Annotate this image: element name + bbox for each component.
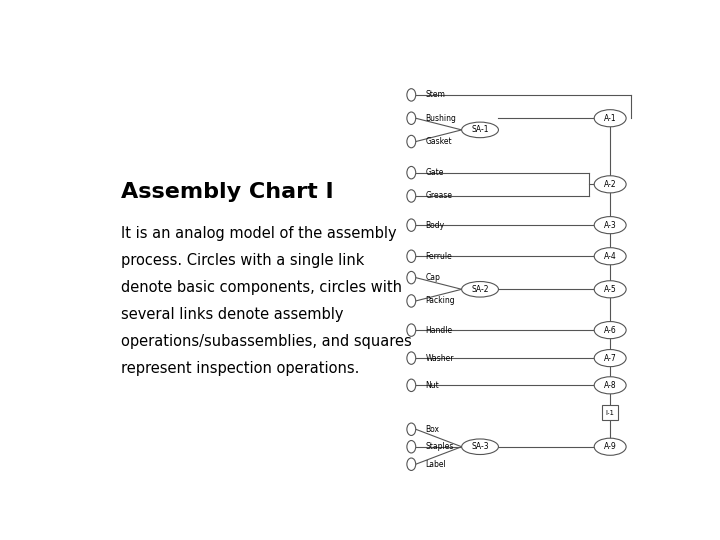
Text: Assembly Chart I: Assembly Chart I (121, 181, 333, 201)
Text: Bushing: Bushing (426, 114, 456, 123)
Text: Packing: Packing (426, 296, 455, 306)
Text: Grease: Grease (426, 192, 453, 200)
Text: A-4: A-4 (604, 252, 616, 261)
Text: Gasket: Gasket (426, 137, 452, 146)
Ellipse shape (594, 377, 626, 394)
Text: represent inspection operations.: represent inspection operations. (121, 361, 359, 376)
Text: SA-3: SA-3 (471, 442, 489, 451)
Ellipse shape (594, 248, 626, 265)
Text: process. Circles with a single link: process. Circles with a single link (121, 253, 364, 268)
Ellipse shape (407, 250, 415, 262)
Text: I-1: I-1 (606, 409, 615, 416)
Ellipse shape (407, 352, 415, 365)
Ellipse shape (407, 379, 415, 392)
Ellipse shape (407, 89, 415, 101)
Text: A-5: A-5 (604, 285, 616, 294)
Text: SA-1: SA-1 (472, 125, 489, 134)
Text: A-1: A-1 (604, 114, 616, 123)
Text: A-6: A-6 (604, 326, 616, 335)
Ellipse shape (407, 190, 415, 202)
Text: several links denote assembly: several links denote assembly (121, 307, 343, 322)
Ellipse shape (407, 112, 415, 124)
Ellipse shape (407, 219, 415, 231)
Text: Handle: Handle (426, 326, 453, 335)
Ellipse shape (462, 281, 498, 297)
Text: Body: Body (426, 221, 445, 230)
Ellipse shape (407, 423, 415, 435)
Text: Box: Box (426, 425, 439, 434)
Text: It is an analog model of the assembly: It is an analog model of the assembly (121, 226, 396, 241)
Text: denote basic components, circles with: denote basic components, circles with (121, 280, 402, 295)
Ellipse shape (594, 321, 626, 339)
Ellipse shape (407, 324, 415, 336)
Ellipse shape (407, 136, 415, 148)
Text: Ferrule: Ferrule (426, 252, 452, 261)
Ellipse shape (407, 295, 415, 307)
Ellipse shape (462, 439, 498, 455)
Ellipse shape (594, 217, 626, 234)
Ellipse shape (407, 458, 415, 470)
Text: A-3: A-3 (604, 221, 616, 230)
Ellipse shape (462, 122, 498, 138)
Text: Gate: Gate (426, 168, 444, 177)
Text: A-7: A-7 (604, 354, 616, 362)
Text: Cap: Cap (426, 273, 441, 282)
Text: operations/subassemblies, and squares: operations/subassemblies, and squares (121, 334, 411, 349)
Ellipse shape (407, 441, 415, 453)
Text: Nut: Nut (426, 381, 439, 390)
Ellipse shape (594, 281, 626, 298)
Text: A-9: A-9 (604, 442, 616, 451)
Ellipse shape (594, 349, 626, 367)
Text: Washer: Washer (426, 354, 454, 362)
Text: Staples: Staples (426, 442, 454, 451)
Text: A-2: A-2 (604, 180, 616, 189)
Text: A-8: A-8 (604, 381, 616, 390)
Ellipse shape (594, 438, 626, 455)
Text: SA-2: SA-2 (472, 285, 489, 294)
Ellipse shape (594, 176, 626, 193)
Ellipse shape (407, 272, 415, 284)
Bar (602, 405, 618, 420)
Ellipse shape (594, 110, 626, 127)
Text: Stem: Stem (426, 90, 446, 99)
Text: Label: Label (426, 460, 446, 469)
Ellipse shape (407, 166, 415, 179)
